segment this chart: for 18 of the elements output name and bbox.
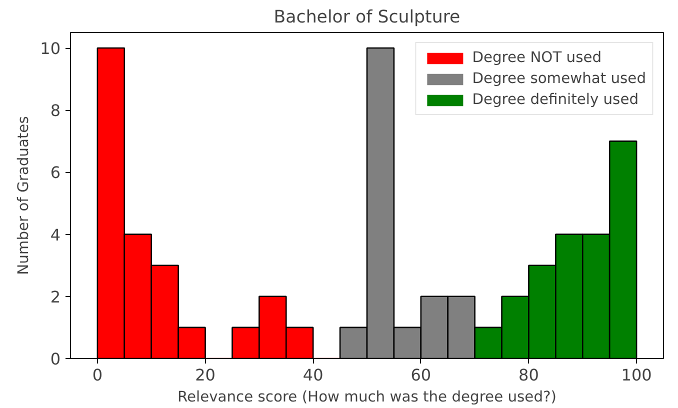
y-tick-label: 6	[50, 163, 61, 182]
y-axis-title: Number of Graduates	[15, 116, 32, 275]
legend-label: Degree somewhat used	[472, 70, 646, 87]
x-tick-label: 80	[518, 366, 539, 384]
y-tick-label: 10	[40, 39, 60, 58]
x-tick-label: 40	[302, 366, 324, 384]
x-tick-label: 100	[621, 366, 652, 384]
legend-label: Degree NOT used	[472, 49, 602, 66]
y-tick-label: 2	[50, 287, 61, 306]
x-tick-label: 20	[195, 366, 216, 384]
y-tick-label: 0	[50, 350, 61, 368]
x-axis-title: Relevance score (How much was the degree used?)	[177, 388, 557, 406]
x-tick-label: 0	[92, 366, 103, 384]
legend-label: Degree definitely used	[472, 91, 639, 108]
y-tick-label: 4	[50, 225, 61, 244]
chart-title: Bachelor of Sculpture	[274, 8, 460, 28]
x-tick-label: 60	[410, 366, 432, 384]
y-tick-label: 8	[50, 101, 61, 120]
